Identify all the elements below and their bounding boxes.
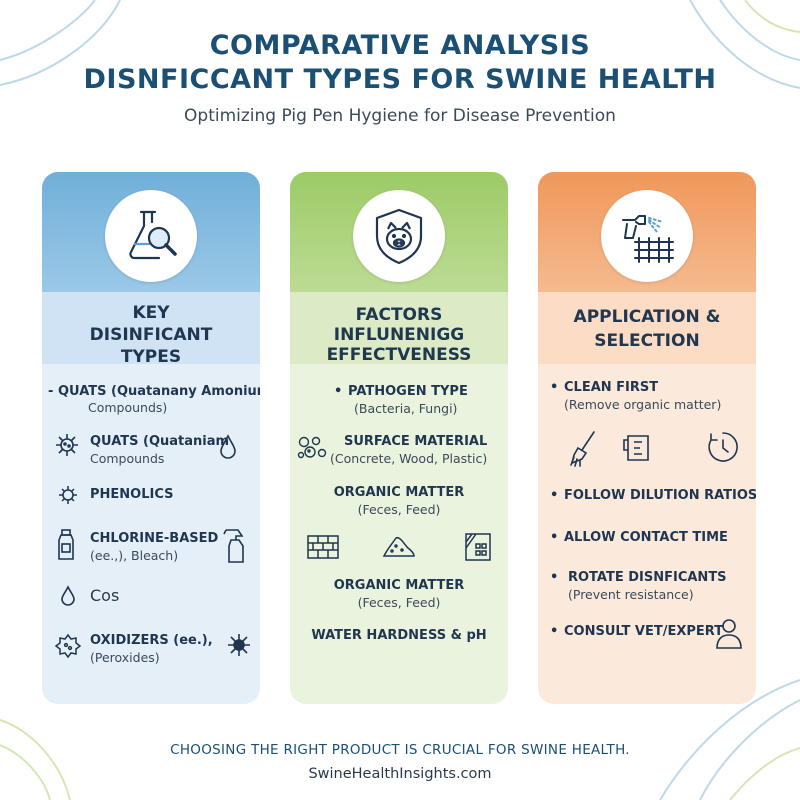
microbe-icon <box>226 632 252 658</box>
item-surface-detail: (Concrete, Wood, Plastic) <box>330 451 488 466</box>
bottle-icon <box>56 528 76 562</box>
item-clean-first-detail: (Remove organic matter) <box>564 397 722 412</box>
droplet-icon <box>60 585 76 607</box>
list-bullet: • <box>550 624 559 639</box>
title-line-2: DISNFICCANT TYPES FOR SWINE HEALTH <box>83 64 717 95</box>
list-bullet: - <box>48 384 54 399</box>
item-organic-detail: (Feces, Feed) <box>357 502 441 517</box>
item-oxidizers-title: OXIDIZERS (ee.), <box>90 633 213 648</box>
column-title-line: APPLICATION & <box>573 307 721 327</box>
list-bullet: • <box>550 380 559 395</box>
item-clean-first-title: CLEAN FIRST <box>564 380 659 395</box>
timer-icon <box>706 430 740 464</box>
column-title-line: DISINFICANT <box>89 325 213 345</box>
item-chlorine-detail: (ee.,), Bleach) <box>90 548 179 563</box>
item-phenolics-title: PHENOLICS <box>90 487 174 502</box>
item-surface-title: SURFACE MATERIAL <box>344 434 488 449</box>
item-water-hardness-title: WATER HARDNESS & pH <box>311 628 487 643</box>
column-key-disinfectant-types: KEY DISINFICANT TYPES - QUATS (Quatanany… <box>42 172 260 704</box>
item-organic-title: ORGANIC MATTER <box>333 485 465 500</box>
footer-statement: CHOOSING THE RIGHT PRODUCT IS CRUCIAL FO… <box>170 742 630 758</box>
subtitle: Optimizing Pig Pen Hygiene for Disease P… <box>184 106 616 126</box>
pile-icon <box>382 534 416 558</box>
panel-icon <box>464 532 492 562</box>
item-rotate-title: ROTATE DISNFICANTS <box>568 570 727 585</box>
column-application-selection: APPLICATION & SELECTION • CLEAN FIRST (R… <box>538 172 756 704</box>
item-quats-2-detail: Compounds <box>90 451 165 466</box>
item-quats-2-title: QUATS (Quataniam <box>90 434 230 449</box>
flask-magnifier-icon <box>105 190 197 282</box>
item-organic-2-detail: (Feces, Feed) <box>357 595 441 610</box>
item-oxidizers-detail: (Peroxides) <box>90 650 160 665</box>
droplet-icon <box>218 434 238 460</box>
brush-icon <box>568 430 598 468</box>
spray-bottle-icon <box>222 526 248 564</box>
item-pathogen-detail: (Bacteria, Fungi) <box>354 401 458 416</box>
column-title-line: EFFECTVENESS <box>326 345 472 365</box>
list-bullet: • <box>550 570 559 585</box>
list-bullet: • <box>334 384 343 399</box>
item-dilution-title: FOLLOW DILUTION RATIOS <box>564 488 756 503</box>
item-organic-2-title: ORGANIC MATTER <box>333 578 465 593</box>
pig-shield-icon <box>353 190 445 282</box>
bacteria-cluster-icon <box>296 434 328 462</box>
item-quats-detail: Compounds) <box>88 400 168 415</box>
virus-icon <box>54 432 80 458</box>
item-rotate-detail: (Prevent resistance) <box>568 587 694 602</box>
item-quats-title: QUATS (Quatanany Amonium <box>58 384 260 399</box>
virus-small-icon <box>58 485 78 505</box>
item-chlorine-title: CHLORINE-BASED <box>90 531 219 546</box>
column-title-line: TYPES <box>120 347 182 367</box>
list-bullet: • <box>550 530 559 545</box>
bacteria-icon <box>54 632 82 660</box>
footer-website: SwineHealthInsights.com <box>308 766 492 782</box>
item-consult-title: CONSULT VET/EXPERT <box>564 624 724 639</box>
column-title-line: INFLUNENIGG <box>333 325 465 345</box>
person-icon <box>714 616 744 650</box>
column-factors-effectiveness: FACTORS INFLUNENIGG EFFECTVENESS • PATHO… <box>290 172 508 704</box>
spray-pen-icon <box>601 190 693 282</box>
item-cos-title: Cos <box>90 586 120 605</box>
measuring-cup-icon <box>622 432 656 464</box>
column-title-line: SELECTION <box>594 331 700 351</box>
title-line-1: COMPARATIVE ANALYSIS <box>209 30 591 61</box>
column-title-line: KEY <box>132 303 170 323</box>
brick-icon <box>306 534 340 560</box>
item-pathogen-title: PATHOGEN TYPE <box>348 384 468 399</box>
list-bullet: • <box>550 488 559 503</box>
column-title-line: FACTORS <box>355 305 443 325</box>
item-contact-time-title: ALLOW CONTACT TIME <box>564 530 728 545</box>
